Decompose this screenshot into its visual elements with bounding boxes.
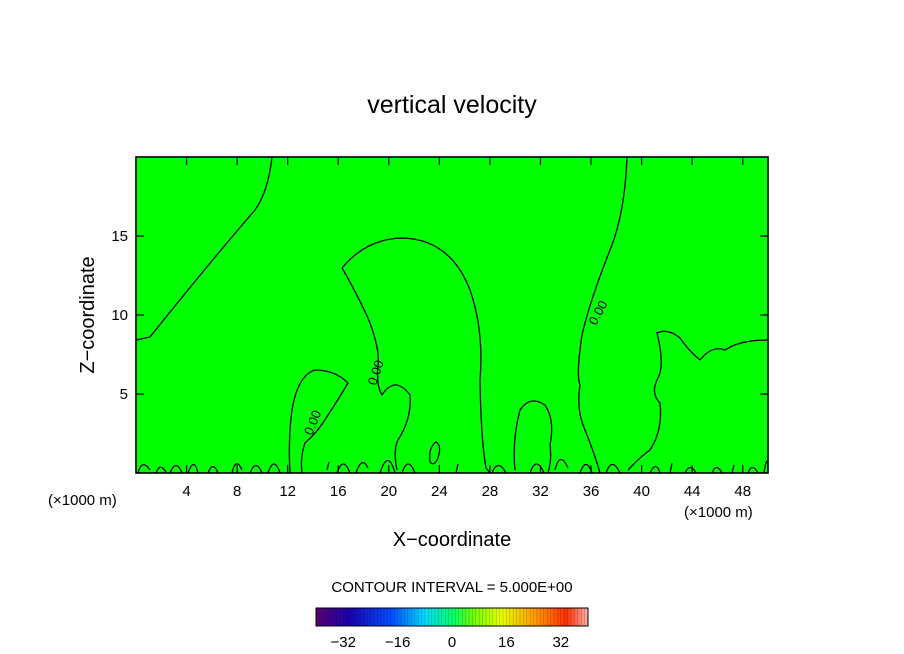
colorbar-tick-label: 0	[448, 634, 456, 651]
contour-label-center: 0.00	[365, 358, 387, 387]
colorbar-tick-labels: −32 −16 0 16 32	[330, 634, 569, 651]
colorbar-tick-label: −16	[385, 634, 410, 651]
x-axis-ticks	[185, 157, 744, 473]
x-tick-label: 8	[233, 483, 241, 500]
x-tick-label: 20	[380, 483, 397, 500]
x-unit-right: (×1000 m)	[684, 504, 753, 521]
colorbar-tick-label: 16	[498, 634, 515, 651]
y-tick-label: 5	[120, 386, 128, 403]
colorbar-tick-label: −32	[330, 634, 355, 651]
x-axis-title: X−coordinate	[393, 529, 511, 551]
x-tick-label: 32	[532, 483, 549, 500]
x-tick-label: 40	[633, 483, 650, 500]
contour-lines	[136, 157, 768, 473]
y-axis-ticks	[136, 235, 768, 395]
contour-central-plume	[341, 237, 491, 473]
contour-right-vertical	[577, 157, 628, 473]
contour-left	[136, 157, 273, 341]
y-tick-label: 10	[111, 307, 128, 324]
x-tick-label: 16	[330, 483, 347, 500]
x-tick-labels: 4 8 12 16 20 24 28 32 36 40 44 48	[182, 483, 751, 500]
x-tick-label: 36	[583, 483, 600, 500]
velocity-field	[136, 157, 768, 473]
y-axis-title: Z−coordinate	[77, 256, 99, 373]
contour-interval-text: CONTOUR INTERVAL = 5.000E+00	[331, 579, 572, 596]
chart-title: vertical velocity	[367, 91, 537, 119]
y-tick-label: 15	[111, 228, 128, 245]
x-tick-label: 4	[182, 483, 190, 500]
contour-right-lobe	[513, 400, 553, 473]
colorbar-bands	[319, 608, 585, 626]
y-tick-labels: 5 10 15	[111, 228, 128, 403]
x-tick-label: 12	[279, 483, 296, 500]
x-unit-left: (×1000 m)	[48, 492, 117, 509]
contour-central-plume-inner	[341, 267, 411, 471]
colorbar-tick-label: 32	[552, 634, 569, 651]
contour-small-loop	[428, 441, 441, 465]
x-tick-label: 44	[684, 483, 701, 500]
x-tick-label: 24	[431, 483, 448, 500]
contour-left-lobe	[288, 369, 349, 473]
x-tick-label: 28	[482, 483, 499, 500]
contour-right-upper	[627, 330, 768, 471]
contour-surface-wiggles	[137, 458, 768, 473]
x-tick-label: 48	[734, 483, 751, 500]
